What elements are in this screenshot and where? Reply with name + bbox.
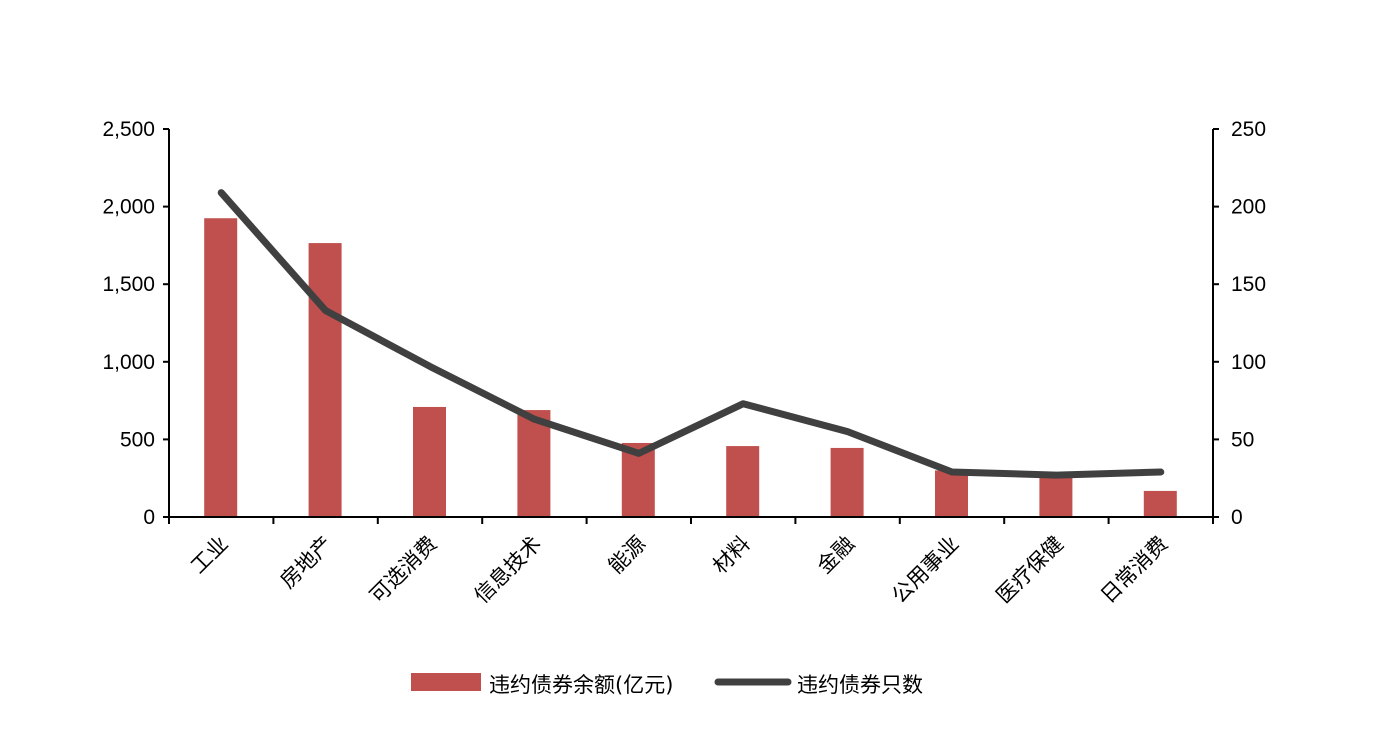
- category-label: 工业: [186, 532, 233, 579]
- line-series: [221, 193, 1161, 476]
- category-label: 可选消费: [365, 532, 441, 608]
- legend-label-bar: 违约债券余额(亿元): [489, 673, 673, 697]
- legend: 违约债券余额(亿元) 违约债券只数: [411, 673, 923, 697]
- right-tick-label: 250: [1231, 118, 1266, 141]
- category-label: 公用事业: [887, 532, 963, 608]
- left-tick-label: 1,500: [102, 273, 155, 296]
- bar: [309, 243, 342, 517]
- left-tick-label: 1,000: [102, 351, 155, 374]
- axes: 0 500 1,000 1,500 2,000 2,500 0 50 100 150 200 250: [102, 118, 1266, 529]
- left-tick-label: 2,500: [102, 118, 155, 141]
- category-label: 金融: [812, 532, 859, 579]
- right-tick-label: 200: [1231, 196, 1266, 219]
- category-label: 日常消费: [1096, 532, 1172, 608]
- category-label: 信息技术: [470, 532, 546, 608]
- bar: [1144, 491, 1177, 517]
- category-label: 材料: [708, 532, 755, 579]
- legend-swatch-bar: [411, 673, 481, 691]
- right-tick-label: 150: [1231, 273, 1266, 296]
- right-tick-label: 50: [1231, 428, 1254, 451]
- left-tick-label: 500: [120, 428, 155, 451]
- category-label: 医疗保健: [992, 532, 1068, 608]
- line-path: [221, 193, 1161, 475]
- category-label: 能源: [604, 532, 651, 579]
- right-tick-label: 0: [1231, 506, 1243, 529]
- right-tick-label: 100: [1231, 351, 1266, 374]
- legend-label-line: 违约债券只数: [797, 673, 923, 697]
- bar: [1039, 477, 1072, 517]
- category-label: 房地产: [276, 532, 338, 594]
- bar: [935, 470, 968, 517]
- category-labels: 工业房地产可选消费信息技术 能源 材料 金融公用事业医疗保健日常消费: [186, 532, 1172, 608]
- bar: [413, 407, 446, 517]
- bar: [204, 218, 237, 517]
- bar: [726, 446, 759, 517]
- bar: [831, 448, 864, 517]
- left-tick-label: 2,000: [102, 196, 155, 219]
- left-tick-label: 0: [143, 506, 155, 529]
